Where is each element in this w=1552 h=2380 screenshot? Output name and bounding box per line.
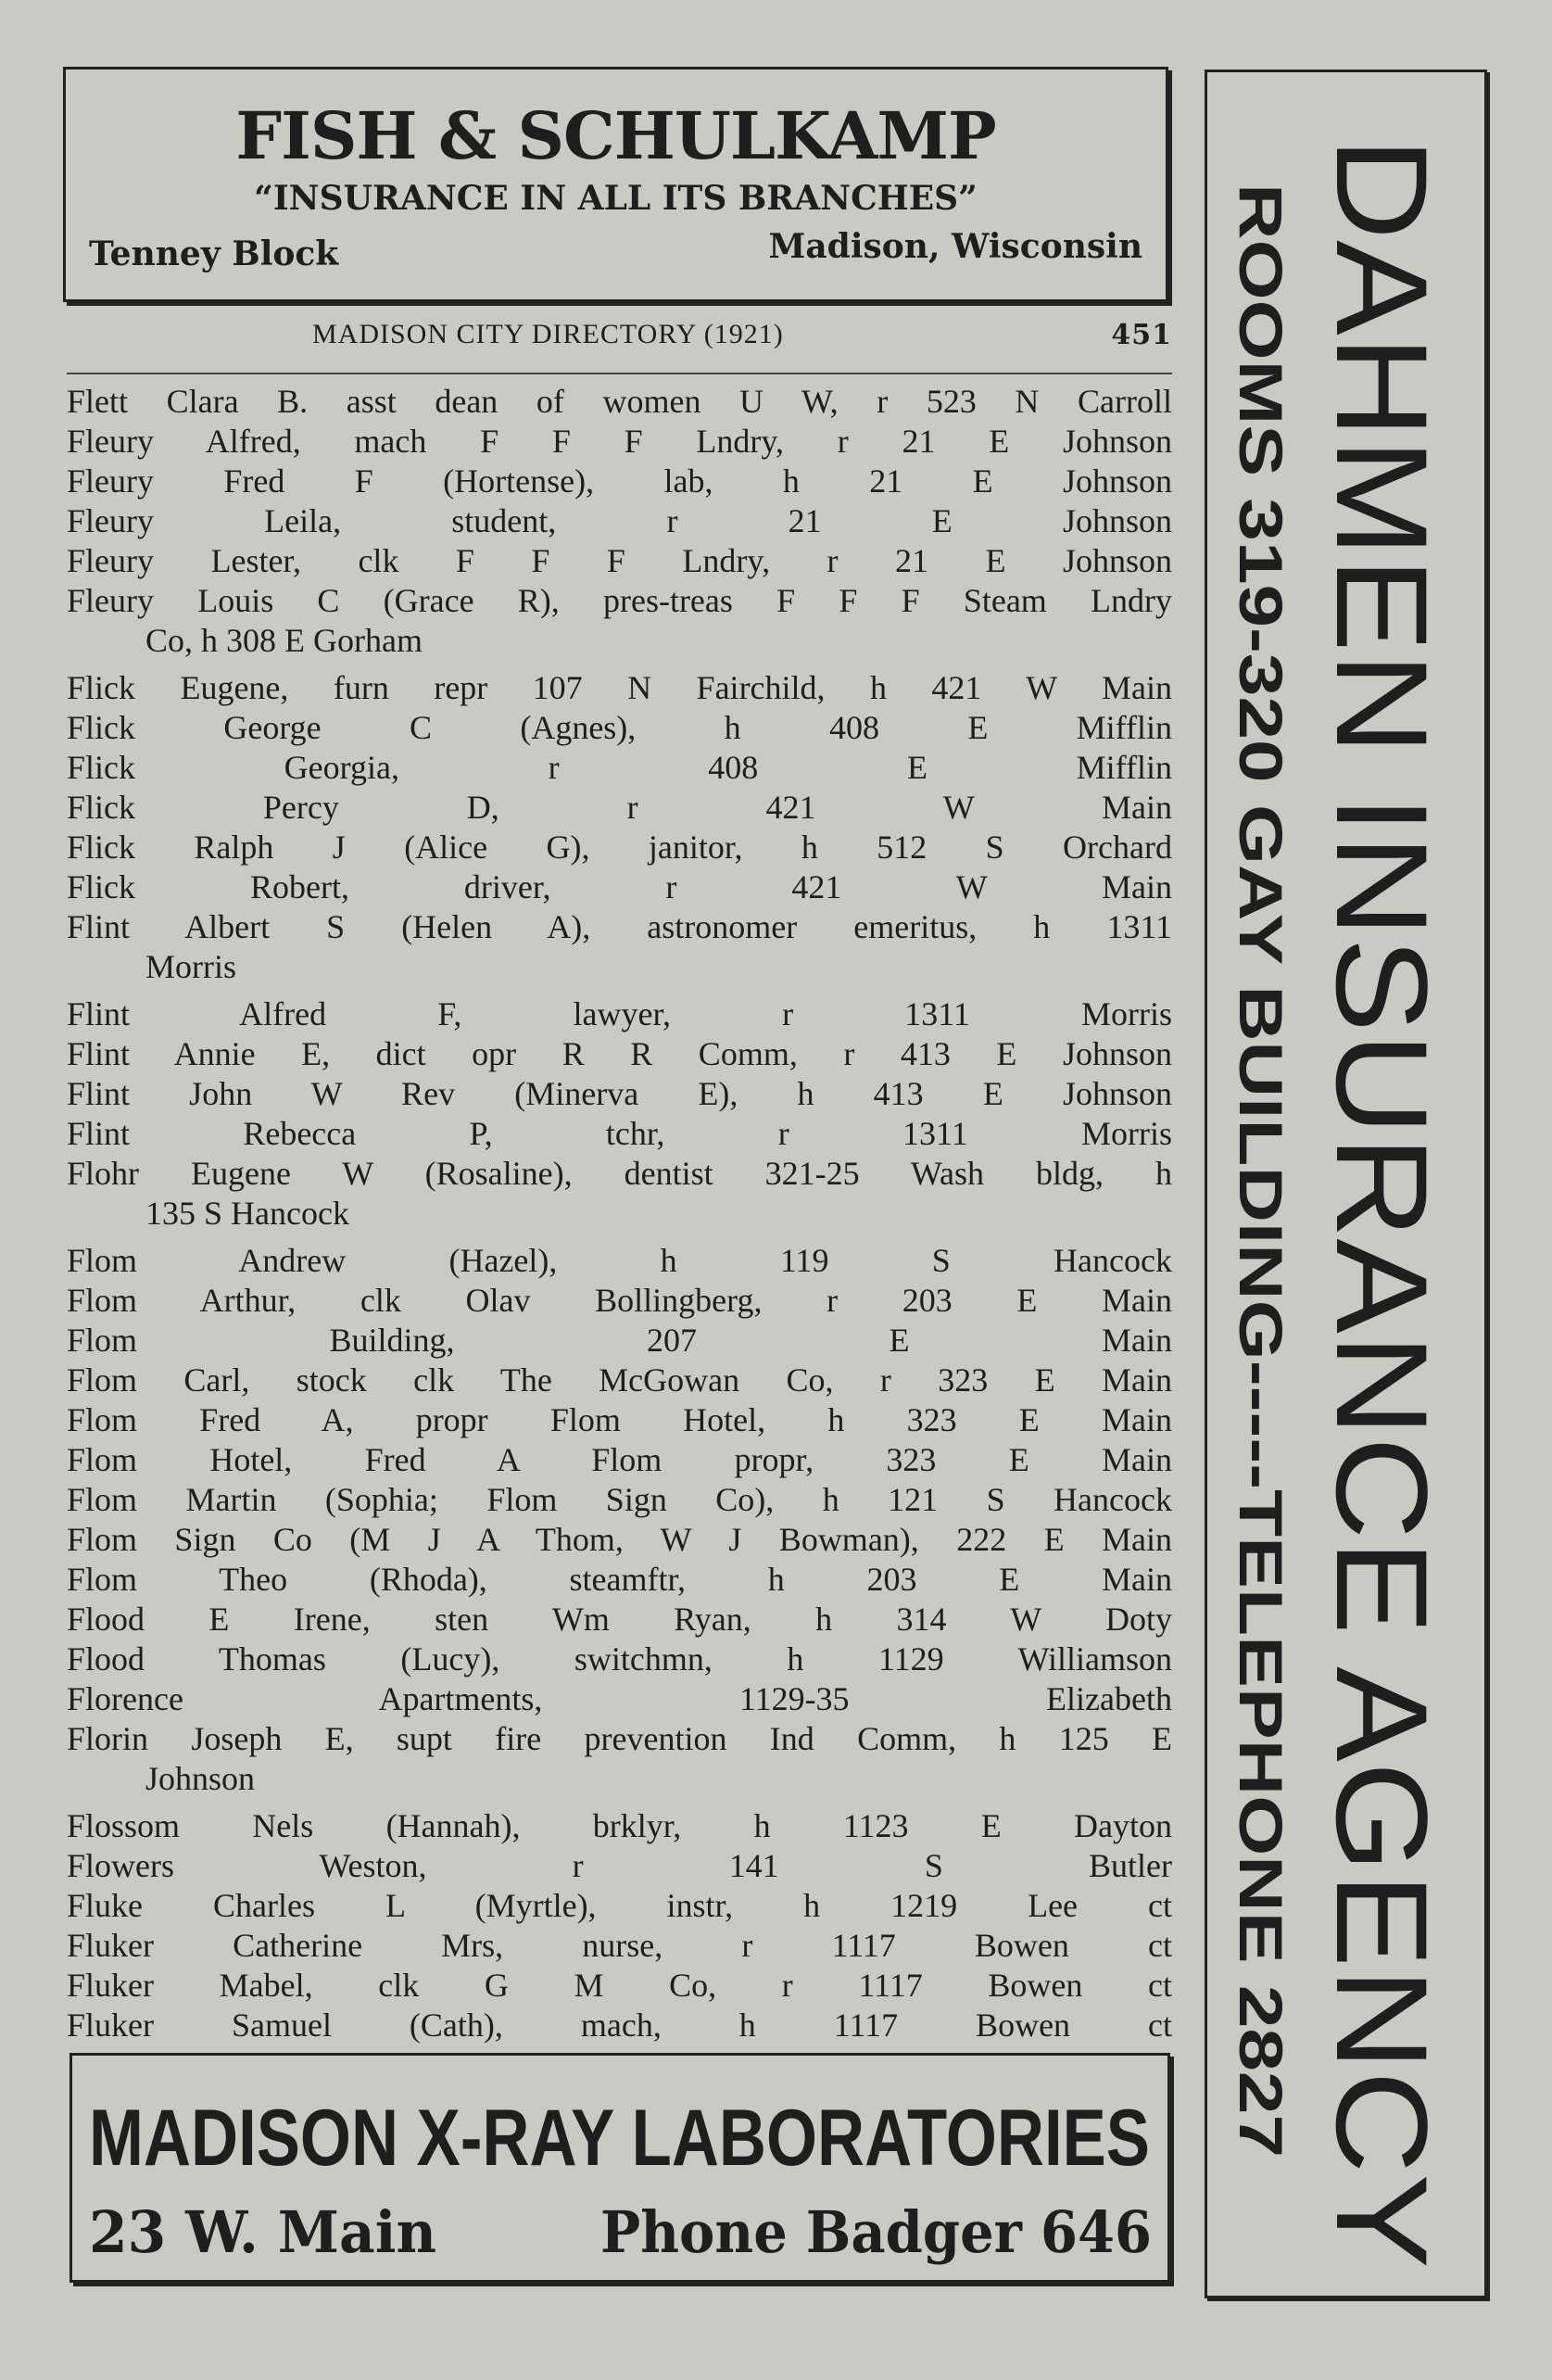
entry-text: Fleury Leila, student, r 21 E Johnson: [67, 502, 1172, 539]
entry-text: Flint Albert S (Helen A), astronomer eme…: [67, 908, 1172, 945]
entry-text: Fleury Alfred, mach F F F Lndry, r 21 E …: [67, 423, 1172, 460]
directory-entry: Flint Albert S (Helen A), astronomer eme…: [67, 907, 1172, 987]
directory-entry: Flint John W Rev (Minerva E), h 413 E Jo…: [67, 1074, 1172, 1114]
directory-entry: Florin Joseph E, supt fire prevention In…: [67, 1719, 1172, 1799]
directory-entry: Flom Building, 207 E Main: [67, 1321, 1172, 1361]
entry-text: Florin Joseph E, supt fire prevention In…: [67, 1720, 1172, 1757]
entry-text: Fleury Lester, clk F F F Lndry, r 21 E J…: [67, 542, 1172, 579]
entry-text: Flint John W Rev (Minerva E), h 413 E Jo…: [67, 1075, 1172, 1112]
directory-entry: Flick Robert, driver, r 421 W Main: [67, 867, 1172, 907]
directory-entry: Flowers Weston, r 141 S Butler: [67, 1846, 1172, 1886]
entry-text: Flood Thomas (Lucy), switchmn, h 1129 Wi…: [67, 1640, 1172, 1677]
directory-entry: Flom Hotel, Fred A Flom propr, 323 E Mai…: [67, 1440, 1172, 1480]
entry-text: Fleury Louis C (Grace R), pres-treas F F…: [67, 582, 1172, 619]
fish-schulkamp-ad: FISH & SCHULKAMP “INSURANCE IN ALL ITS B…: [63, 67, 1168, 302]
entry-text: Flom Hotel, Fred A Flom propr, 323 E Mai…: [67, 1441, 1172, 1478]
ad-agency-details: ROOMS 319-320 GAY BUILDING-----TELEPHONE…: [1227, 184, 1295, 2158]
entry-text: Fleury Fred F (Hortense), lab, h 21 E Jo…: [67, 462, 1172, 500]
entry-text: Flom Building, 207 E Main: [67, 1322, 1172, 1359]
entry-text: Flick George C (Agnes), h 408 E Mifflin: [67, 709, 1172, 746]
directory-entry: Fleury Leila, student, r 21 E Johnson: [67, 501, 1172, 541]
directory-entry: Flom Sign Co (M J A Thom, W J Bowman), 2…: [67, 1520, 1172, 1560]
entry-text: Fluker Mabel, clk G M Co, r 1117 Bowen c…: [67, 1967, 1172, 2004]
entry-text: Flom Andrew (Hazel), h 119 S Hancock: [67, 1242, 1172, 1279]
directory-entry: Flood Thomas (Lucy), switchmn, h 1129 Wi…: [67, 1639, 1172, 1679]
directory-entry: Fluker Samuel (Cath), mach, h 1117 Bowen…: [67, 2006, 1172, 2045]
directory-entry: Fleury Louis C (Grace R), pres-treas F F…: [67, 581, 1172, 661]
entry-continuation: Johnson: [145, 1760, 256, 1797]
ad-location-right: Madison, Wisconsin: [768, 227, 1142, 266]
entry-continuation: 135 S Hancock: [145, 1195, 349, 1232]
entry-text: Flom Sign Co (M J A Thom, W J Bowman), 2…: [67, 1521, 1172, 1558]
directory-entry: Flick Georgia, r 408 E Mifflin: [67, 748, 1172, 788]
running-head: MADISON CITY DIRECTORY (1921) 451: [67, 319, 1172, 365]
entry-text: Flohr Eugene W (Rosaline), dentist 321-2…: [67, 1155, 1172, 1192]
entry-text: Fluker Samuel (Cath), mach, h 1117 Bowen…: [67, 2007, 1172, 2044]
directory-entry: Flick George C (Agnes), h 408 E Mifflin: [67, 708, 1172, 748]
directory-entries: Flett Clara B. asst dean of women U W, r…: [67, 382, 1172, 2045]
directory-entry: Flick Ralph J (Alice G), janitor, h 512 …: [67, 828, 1172, 867]
directory-entry: Flom Martin (Sophia; Flom Sign Co), h 12…: [67, 1480, 1172, 1520]
entry-text: Fluker Catherine Mrs, nurse, r 1117 Bowe…: [67, 1927, 1172, 1964]
directory-entry: Flint Annie E, dict opr R R Comm, r 413 …: [67, 1034, 1172, 1074]
ad-slogan: “INSURANCE IN ALL ITS BRANCHES”: [254, 179, 978, 218]
directory-entry: Fluker Catherine Mrs, nurse, r 1117 Bowe…: [67, 1926, 1172, 1966]
ad-company-name: FISH & SCHULKAMP: [235, 97, 996, 174]
ad-location-left: Tenney Block: [89, 234, 339, 273]
entry-text: Flint Annie E, dict opr R R Comm, r 413 …: [67, 1035, 1172, 1072]
directory-entry: Fluke Charles L (Myrtle), instr, h 1219 …: [67, 1886, 1172, 1926]
entry-text: Flossom Nels (Hannah), brklyr, h 1123 E …: [67, 1807, 1172, 1844]
entry-text: Flick Percy D, r 421 W Main: [67, 789, 1172, 826]
entry-text: Flood E Irene, sten Wm Ryan, h 314 W Dot…: [67, 1601, 1172, 1638]
entry-text: Flint Alfred F, lawyer, r 1311 Morris: [67, 995, 1172, 1032]
xray-laboratories-ad: MADISON X-RAY LABORATORIES 23 W. Main Ph…: [69, 2053, 1170, 2283]
directory-entry: Fleury Fred F (Hortense), lab, h 21 E Jo…: [67, 462, 1172, 501]
ad-lab-address: 23 W. Main: [89, 2198, 436, 2266]
entry-text: Flett Clara B. asst dean of women U W, r…: [67, 383, 1172, 420]
ad-agency-name: DAHMEN INSURANCE AGENCY: [1309, 137, 1455, 2269]
entry-text: Flick Ralph J (Alice G), janitor, h 512 …: [67, 829, 1172, 866]
entry-text: Flick Eugene, furn repr 107 N Fairchild,…: [67, 669, 1172, 706]
entry-text: Flom Carl, stock clk The McGowan Co, r 3…: [67, 1361, 1172, 1399]
directory-entry: Fleury Alfred, mach F F F Lndry, r 21 E …: [67, 422, 1172, 462]
entry-continuation: Morris: [145, 948, 236, 985]
entry-text: Flom Arthur, clk Olav Bollingberg, r 203…: [67, 1282, 1172, 1319]
directory-title: MADISON CITY DIRECTORY (1921): [312, 319, 784, 349]
directory-entry: Flom Carl, stock clk The McGowan Co, r 3…: [67, 1361, 1172, 1400]
directory-entry: Flohr Eugene W (Rosaline), dentist 321-2…: [67, 1154, 1172, 1234]
directory-entry: Fleury Lester, clk F F F Lndry, r 21 E J…: [67, 541, 1172, 581]
entry-text: Flick Robert, driver, r 421 W Main: [67, 868, 1172, 905]
entry-text: Flint Rebecca P, tchr, r 1311 Morris: [67, 1115, 1172, 1152]
directory-entry: Flett Clara B. asst dean of women U W, r…: [67, 382, 1172, 422]
entry-text: Flowers Weston, r 141 S Butler: [67, 1847, 1172, 1884]
entry-text: Florence Apartments, 1129-35 Elizabeth: [67, 1680, 1172, 1717]
entry-text: Flick Georgia, r 408 E Mifflin: [67, 749, 1172, 786]
directory-entry: Fluker Mabel, clk G M Co, r 1117 Bowen c…: [67, 1966, 1172, 2006]
entry-continuation: Co, h 308 E Gorham: [145, 622, 423, 659]
ad-lab-name: MADISON X-RAY LABORATORIES: [89, 2094, 1150, 2183]
divider: [67, 373, 1172, 374]
directory-entry: Flood E Irene, sten Wm Ryan, h 314 W Dot…: [67, 1600, 1172, 1639]
directory-entry: Flick Percy D, r 421 W Main: [67, 788, 1172, 828]
directory-entry: Flick Eugene, furn repr 107 N Fairchild,…: [67, 668, 1172, 708]
directory-entry: Flossom Nels (Hannah), brklyr, h 1123 E …: [67, 1806, 1172, 1846]
directory-entry: Flom Fred A, propr Flom Hotel, h 323 E M…: [67, 1400, 1172, 1440]
directory-entry: Flom Theo (Rhoda), steamftr, h 203 E Mai…: [67, 1560, 1172, 1600]
directory-entry: Flom Arthur, clk Olav Bollingberg, r 203…: [67, 1281, 1172, 1321]
directory-entry: Flint Rebecca P, tchr, r 1311 Morris: [67, 1114, 1172, 1154]
directory-entry: Florence Apartments, 1129-35 Elizabeth: [67, 1679, 1172, 1719]
entry-text: Flom Fred A, propr Flom Hotel, h 323 E M…: [67, 1401, 1172, 1438]
ad-lab-phone: Phone Badger 646: [600, 2198, 1152, 2266]
page-number: 451: [1111, 319, 1172, 351]
entry-text: Flom Theo (Rhoda), steamftr, h 203 E Mai…: [67, 1561, 1172, 1598]
directory-entry: Flint Alfred F, lawyer, r 1311 Morris: [67, 994, 1172, 1034]
entry-text: Flom Martin (Sophia; Flom Sign Co), h 12…: [67, 1481, 1172, 1518]
dahmen-insurance-ad: DAHMEN INSURANCE AGENCY ROOMS 319-320 GA…: [1205, 70, 1487, 2298]
directory-entry: Flom Andrew (Hazel), h 119 S Hancock: [67, 1241, 1172, 1281]
entry-text: Fluke Charles L (Myrtle), instr, h 1219 …: [67, 1887, 1172, 1924]
